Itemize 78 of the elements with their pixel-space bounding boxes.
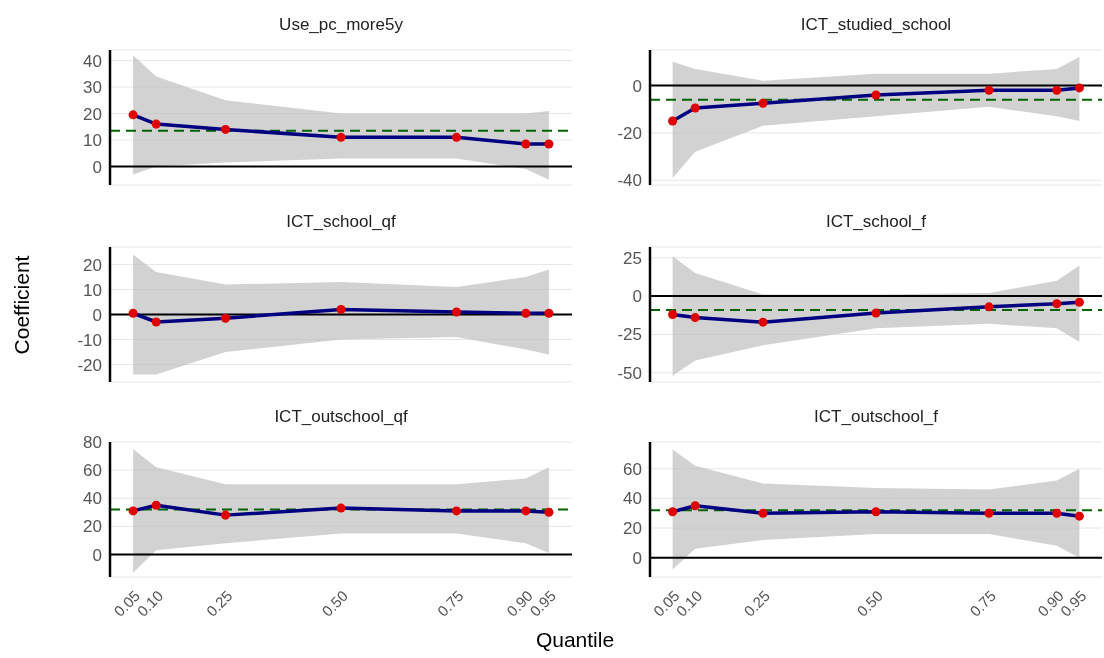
point xyxy=(1074,511,1084,521)
point xyxy=(220,510,231,520)
y-tick-label: 0 xyxy=(92,545,102,565)
point xyxy=(544,308,554,318)
y-tick-label: -20 xyxy=(77,355,102,375)
y-tick-label: 40 xyxy=(83,489,102,509)
x-tick-label: 0.50 xyxy=(318,587,352,620)
point xyxy=(151,500,161,510)
point xyxy=(1074,297,1084,307)
y-tick-label: 0 xyxy=(92,305,102,325)
y-tick-label: 0 xyxy=(632,76,642,96)
point xyxy=(871,90,881,100)
chart-title: ICT_studied_school xyxy=(799,14,953,36)
point xyxy=(871,308,881,318)
y-tick-label: 20 xyxy=(83,104,102,124)
point xyxy=(151,119,161,129)
point xyxy=(336,503,346,513)
point xyxy=(451,506,462,516)
chart-title: ICT_school_f xyxy=(824,211,928,233)
point xyxy=(690,313,700,323)
point xyxy=(220,313,231,323)
point xyxy=(984,85,994,95)
y-tick-label: 20 xyxy=(83,255,102,275)
point xyxy=(220,124,231,134)
point xyxy=(668,116,678,126)
point xyxy=(521,308,531,318)
y-tick-label: 80 xyxy=(83,433,102,453)
y-tick-label: 0 xyxy=(632,548,642,568)
chart-title: ICT_outschool_qf xyxy=(273,406,409,428)
point xyxy=(1052,508,1062,518)
point xyxy=(521,506,531,516)
point xyxy=(128,308,138,318)
y-tick-label: 10 xyxy=(83,131,102,151)
point xyxy=(984,302,994,312)
y-tick-label: -50 xyxy=(617,363,642,383)
x-axis-title: Quantile xyxy=(535,628,615,652)
point xyxy=(451,132,462,142)
y-tick-label: 25 xyxy=(623,248,642,268)
point xyxy=(690,501,700,511)
y-axis-title: Coefficient xyxy=(10,255,34,355)
point xyxy=(451,307,462,317)
y-tick-label: 20 xyxy=(623,519,642,539)
point xyxy=(1052,299,1062,309)
point xyxy=(690,103,700,113)
y-tick-label: 0 xyxy=(632,287,642,307)
y-tick-label: 20 xyxy=(83,517,102,537)
y-tick-label: -40 xyxy=(617,171,642,191)
chart-title: Use_pc_more5y xyxy=(278,14,404,36)
y-tick-label: 60 xyxy=(623,459,642,479)
point xyxy=(984,508,994,518)
chart-title: ICT_school_qf xyxy=(285,211,397,233)
point xyxy=(758,317,768,327)
y-tick-label: -20 xyxy=(617,123,642,143)
point xyxy=(128,506,138,516)
point xyxy=(668,309,678,320)
point xyxy=(544,507,554,517)
y-tick-label: 40 xyxy=(83,51,102,71)
point xyxy=(336,304,346,315)
chart-title: ICT_outschool_f xyxy=(813,406,939,428)
point xyxy=(151,317,161,327)
point xyxy=(521,139,531,149)
point xyxy=(544,139,554,149)
y-tick-label: 40 xyxy=(623,489,642,509)
point xyxy=(668,507,678,517)
y-tick-label: 60 xyxy=(83,461,102,481)
point xyxy=(871,507,881,517)
y-tick-label: 30 xyxy=(83,78,102,98)
y-tick-label: -25 xyxy=(617,325,642,345)
point xyxy=(128,110,138,120)
y-tick-label: 0 xyxy=(92,157,102,177)
point xyxy=(758,508,768,518)
y-tick-label: 10 xyxy=(83,280,102,300)
point xyxy=(1074,83,1084,93)
point xyxy=(758,98,768,108)
y-tick-label: -10 xyxy=(77,330,102,350)
point xyxy=(1052,85,1062,95)
x-tick-label: 0.50 xyxy=(853,587,887,620)
point xyxy=(336,132,346,142)
